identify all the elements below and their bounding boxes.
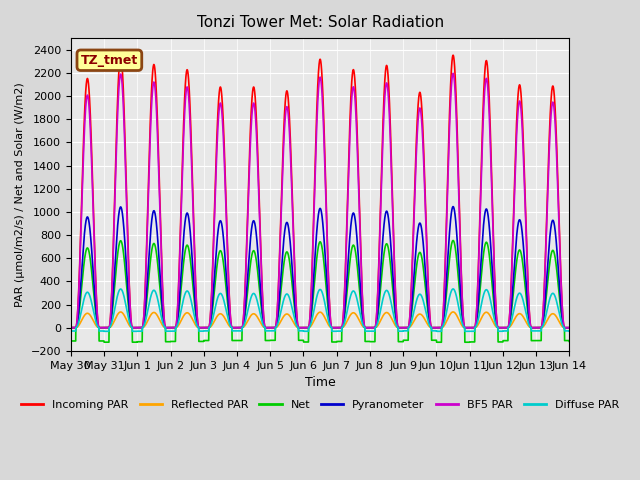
Incoming PAR	[545, 156, 552, 161]
BF5 PAR	[545, 167, 552, 173]
Text: TZ_tmet: TZ_tmet	[81, 54, 138, 67]
Reflected PAR	[545, 315, 552, 321]
Line: Incoming PAR: Incoming PAR	[71, 55, 570, 328]
Line: Reflected PAR: Reflected PAR	[71, 312, 570, 328]
Line: Diffuse PAR: Diffuse PAR	[71, 289, 570, 331]
Net	[303, 339, 310, 345]
BF5 PAR	[449, 71, 457, 76]
Diffuse PAR	[566, 328, 573, 334]
Pyranometer	[449, 204, 457, 209]
BF5 PAR	[445, 131, 453, 136]
BF5 PAR	[431, 325, 439, 331]
Diffuse PAR	[433, 328, 440, 334]
Diffuse PAR	[67, 328, 75, 334]
Reflected PAR	[538, 324, 546, 330]
Diffuse PAR	[445, 295, 453, 300]
Incoming PAR	[566, 325, 573, 331]
Reflected PAR	[236, 325, 244, 331]
X-axis label: Time: Time	[305, 376, 335, 389]
BF5 PAR	[303, 325, 310, 331]
Line: Pyranometer: Pyranometer	[71, 206, 570, 328]
Net	[449, 238, 457, 243]
Net	[433, 339, 440, 345]
Reflected PAR	[449, 309, 457, 315]
BF5 PAR	[67, 325, 75, 331]
Y-axis label: PAR (μmol/m2/s) / Net and Solar (W/m2): PAR (μmol/m2/s) / Net and Solar (W/m2)	[15, 82, 25, 307]
Pyranometer	[431, 325, 439, 331]
Incoming PAR	[67, 325, 75, 331]
Reflected PAR	[566, 325, 573, 331]
Incoming PAR	[303, 325, 310, 331]
Incoming PAR	[236, 325, 244, 331]
BF5 PAR	[566, 325, 573, 331]
Diffuse PAR	[303, 328, 310, 334]
Net	[67, 338, 75, 344]
Diffuse PAR	[545, 300, 552, 306]
Net	[431, 337, 439, 343]
Net	[545, 270, 552, 276]
Reflected PAR	[431, 325, 439, 331]
Line: Net: Net	[71, 240, 570, 342]
Incoming PAR	[538, 319, 546, 324]
Pyranometer	[236, 325, 244, 331]
Legend: Incoming PAR, Reflected PAR, Net, Pyranometer, BF5 PAR, Diffuse PAR: Incoming PAR, Reflected PAR, Net, Pyrano…	[17, 395, 623, 414]
Diffuse PAR	[539, 324, 547, 330]
Incoming PAR	[445, 117, 453, 122]
BF5 PAR	[236, 325, 244, 331]
Line: BF5 PAR: BF5 PAR	[71, 73, 570, 328]
Pyranometer	[538, 322, 546, 328]
Incoming PAR	[449, 52, 457, 58]
Net	[539, 323, 547, 328]
Pyranometer	[445, 232, 453, 238]
Net	[566, 339, 573, 345]
Pyranometer	[67, 325, 75, 331]
Reflected PAR	[67, 325, 75, 331]
Reflected PAR	[303, 325, 310, 331]
Incoming PAR	[431, 325, 439, 331]
Net	[236, 337, 244, 343]
Reflected PAR	[445, 313, 453, 319]
Net	[445, 257, 453, 263]
Title: Tonzi Tower Met: Solar Radiation: Tonzi Tower Met: Solar Radiation	[196, 15, 444, 30]
Pyranometer	[545, 250, 552, 255]
Pyranometer	[566, 325, 573, 331]
Diffuse PAR	[236, 328, 244, 334]
Diffuse PAR	[449, 286, 457, 292]
BF5 PAR	[538, 319, 546, 325]
Pyranometer	[303, 325, 310, 331]
Diffuse PAR	[431, 328, 439, 334]
